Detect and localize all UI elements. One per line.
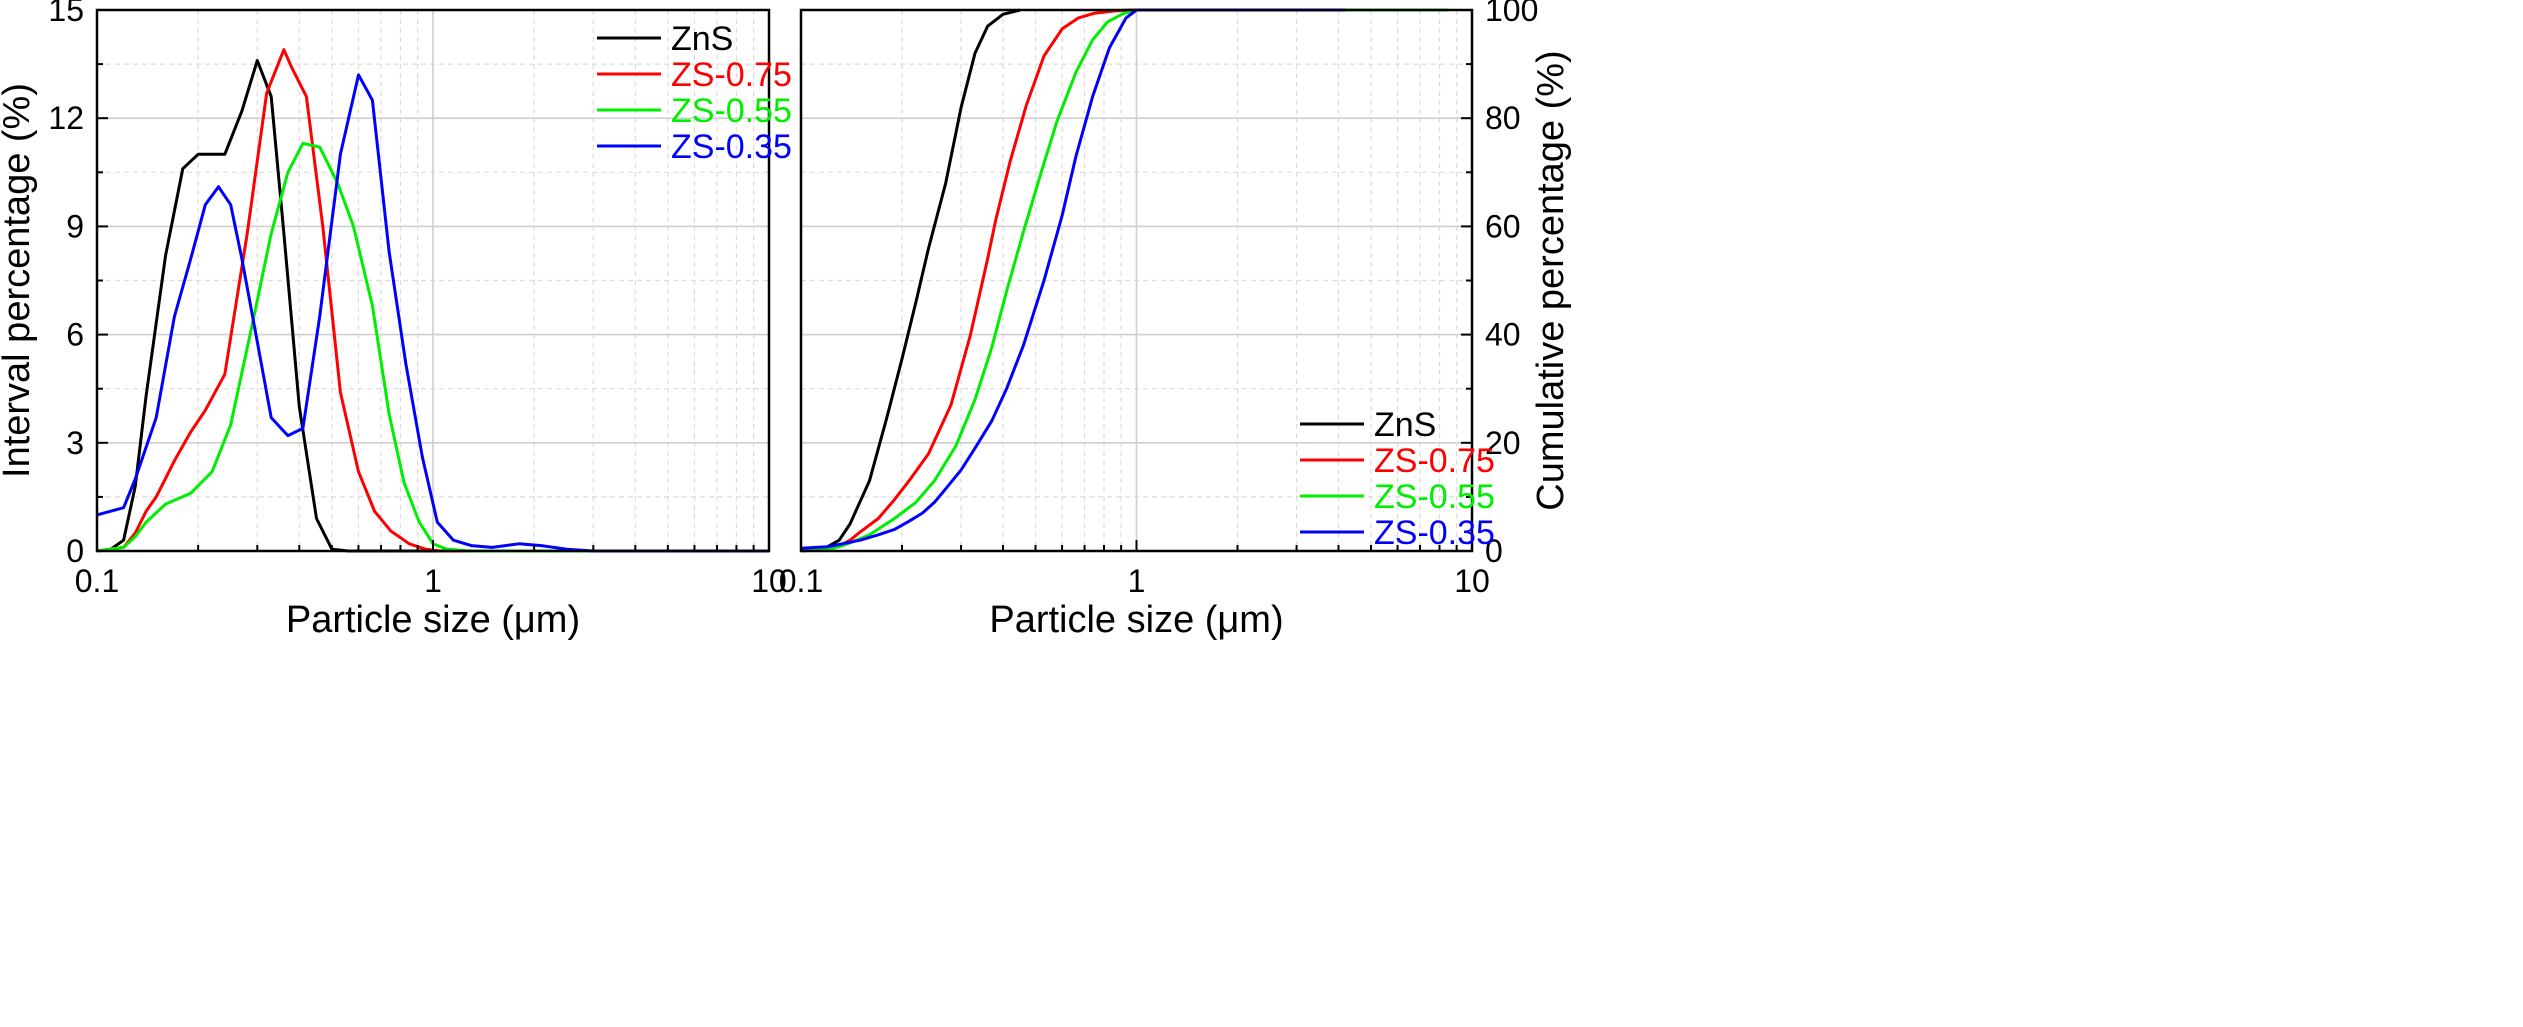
legend-label: ZS-0.35 (1374, 514, 1495, 552)
x-tick-label: 1 (424, 563, 442, 599)
x-tick-label: 10 (751, 563, 787, 599)
legend-label: ZS-0.35 (671, 128, 792, 166)
y-tick-label: 80 (1485, 100, 1521, 136)
x-tick-label: 1 (1128, 563, 1146, 599)
x-axis-title: Particle size (μm) (286, 599, 580, 641)
y-axis-title: Cumulative percentage (%) (1530, 50, 1572, 510)
y-tick-label: 6 (66, 317, 84, 353)
y-tick-label: 9 (66, 208, 84, 244)
legend-label: ZS-0.55 (671, 92, 792, 130)
y-tick-label: 3 (66, 425, 84, 461)
y-tick-label: 20 (1485, 425, 1521, 461)
legend-label: ZS-0.55 (1374, 478, 1495, 516)
cumulative-percentage-chart: 0.1 1 100 20 40 60 80 100 Particle size (μm) Cumu… (779, 0, 1572, 641)
y-tick-label: 100 (1485, 0, 1538, 28)
series-line-zs-0-55 (96, 141, 769, 553)
x-tick-label: 10 (1454, 563, 1490, 599)
y-tick-label: 0 (66, 533, 84, 569)
x-tick-label: 0.1 (75, 563, 119, 599)
y-tick-label: 15 (48, 0, 84, 28)
legend-label: ZS-0.75 (671, 56, 792, 94)
legend-label: ZnS (671, 20, 733, 58)
legend-label: ZS-0.75 (1374, 442, 1495, 480)
y-tick-label: 60 (1485, 208, 1521, 244)
y-tick-label: 0 (1485, 533, 1503, 569)
series-line-zns (800, 8, 1021, 553)
legend-label: ZnS (1374, 406, 1436, 444)
y-axis-title: Interval percentage (%) (0, 83, 38, 478)
x-axis-title: Particle size (μm) (989, 599, 1283, 641)
interval-percentage-chart: 0.1 1 10 0 3 6 9 12 15 Particle size (μm) Interval… (0, 0, 792, 641)
series-line-zs-0-35 (96, 73, 769, 553)
x-tick-label: 0.1 (779, 563, 823, 599)
series-line-zs-0-55 (800, 8, 1449, 553)
y-tick-label: 12 (48, 100, 84, 136)
series-line-zs-0-75 (800, 8, 1144, 553)
y-tick-label: 40 (1485, 317, 1521, 353)
series-line-zs-0-35 (800, 8, 1346, 550)
